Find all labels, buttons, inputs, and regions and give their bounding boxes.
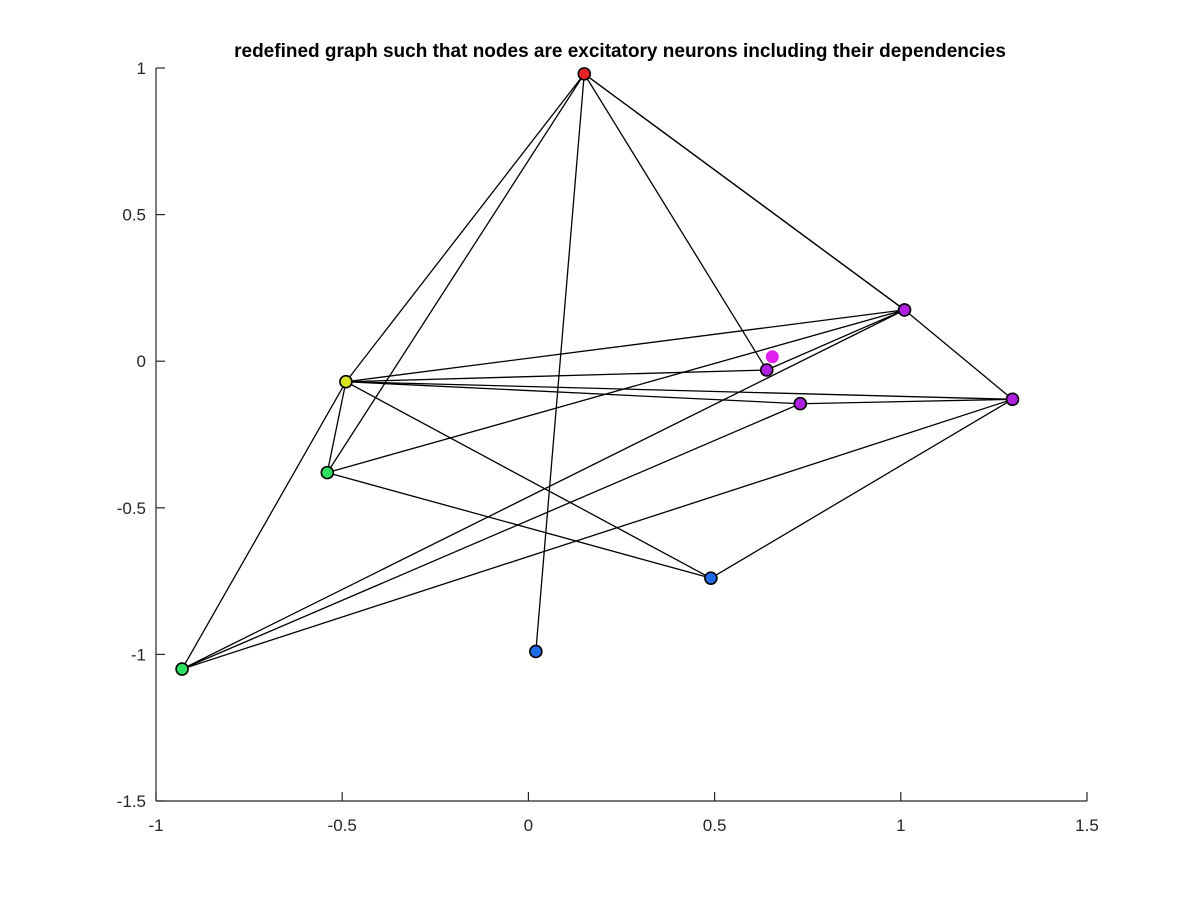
y-tick-label: -0.5 — [117, 499, 146, 518]
graph-edge — [326, 73, 585, 473]
graph-node — [704, 571, 718, 585]
graph-edge — [181, 398, 1013, 670]
graph-node — [759, 363, 774, 377]
graph-edge — [535, 73, 585, 652]
y-tick-label: 1 — [137, 59, 146, 78]
graph-edge — [345, 381, 1013, 400]
x-tick-label: -1 — [148, 816, 163, 835]
graph-edge — [327, 309, 905, 474]
graph-node — [529, 644, 543, 659]
graph-edge — [583, 73, 905, 311]
x-tick-label: 1 — [896, 816, 905, 835]
graph-edge — [326, 381, 347, 473]
plot-axes — [155, 68, 1087, 802]
graph-node — [793, 396, 808, 411]
x-tick-label: 1.5 — [1075, 816, 1099, 835]
graph-node — [897, 303, 912, 317]
graph-edge — [583, 73, 768, 371]
graph-edge — [327, 471, 712, 579]
graph-edge — [345, 381, 712, 579]
graph-edge — [181, 403, 801, 670]
graph-node — [175, 662, 189, 676]
y-tick-label: -1 — [131, 645, 146, 664]
chart-title: redefined graph such that nodes are exci… — [234, 41, 1006, 62]
graph-edge — [181, 381, 347, 670]
extra-data-point — [765, 350, 779, 364]
x-tick-label: -0.5 — [328, 816, 357, 835]
graph-edge — [345, 73, 585, 383]
graph-node — [577, 67, 592, 81]
graph-edge — [710, 398, 1013, 579]
graph-node — [320, 465, 335, 480]
graph-edge — [345, 309, 905, 383]
x-tick-label: 0 — [524, 816, 533, 835]
y-tick-label: -1.5 — [117, 792, 146, 811]
axis-ticks: -1 -0.5 0 0.5 1 1.5-1.5-1-0.500.51 — [117, 59, 1099, 835]
graph-edge — [800, 398, 1013, 405]
graph-edge — [345, 369, 767, 383]
graph-node — [339, 374, 353, 389]
graph-edge — [766, 309, 905, 371]
graph-edge — [904, 309, 1013, 400]
graph-edge — [345, 381, 801, 405]
x-tick-label: 0.5 — [703, 816, 727, 835]
graph-edge — [181, 309, 905, 670]
graph-nodes — [175, 67, 1020, 676]
graph-edges — [181, 73, 1013, 670]
y-tick-label: 0 — [137, 352, 146, 371]
y-tick-label: 0.5 — [122, 206, 146, 225]
graph-node — [1005, 392, 1020, 407]
